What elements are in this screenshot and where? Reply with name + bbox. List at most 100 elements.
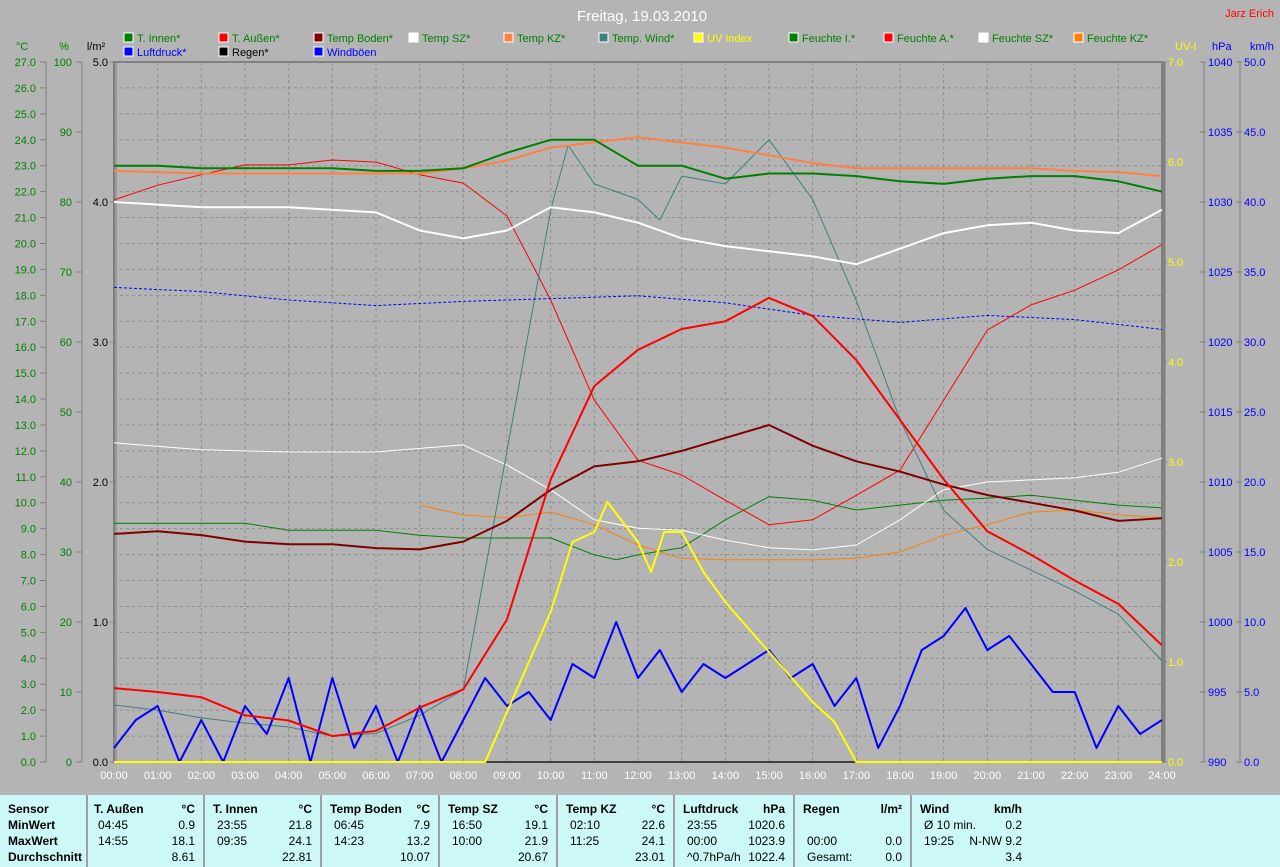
axis-tick-label-uv: 2.0 <box>1168 557 1183 569</box>
axis-tick-label-temp: 15.0 <box>15 368 36 380</box>
legend-label: Temp SZ* <box>422 33 471 45</box>
axis-tick-label-temp: 9.0 <box>21 524 36 536</box>
series-temp-boden <box>113 424 1163 551</box>
axis-tick-label-hum: 90 <box>60 127 72 139</box>
axis-tick-label-wind: 30.0 <box>1244 337 1265 349</box>
column-unit: °C <box>534 802 548 816</box>
axis-unit-uv: UV-I <box>1175 41 1196 53</box>
cell-value: 0.9 <box>178 818 195 832</box>
legend-label: Feuchte A.* <box>897 33 955 45</box>
axis-tick-label-temp: 14.0 <box>15 394 36 406</box>
table-column: Luftdruck hPa 23:55 1020.6 00:00 1023.9 ^0.7hP… <box>675 795 795 867</box>
row-label: MaxWert <box>8 834 58 848</box>
axis-tick-label-temp: 20.0 <box>15 238 36 250</box>
axis-tick-label-rain: 4.0 <box>93 197 108 209</box>
cell-time: 14:55 <box>98 834 129 848</box>
axis-tick-label-uv: 6.0 <box>1168 157 1183 169</box>
axis-tick-label-hum: 50 <box>60 407 72 419</box>
axis-tick-label-temp: 18.0 <box>15 290 36 302</box>
legend-swatch <box>598 32 609 43</box>
cell-time: ^0.7hPa/h <box>687 850 741 864</box>
axis-tick-label-press: 1010 <box>1208 477 1232 489</box>
column-header: Temp Boden <box>330 802 402 816</box>
legend-label: Temp. Wind* <box>612 33 675 45</box>
weather-chart: Freitag, 19.03.2010 Jarz Erich T. Innen*… <box>15 8 1274 782</box>
axis-tick-label-temp: 17.0 <box>15 316 36 328</box>
cell-time: 02:10 <box>570 818 601 832</box>
cell-time: 19:25 <box>924 834 955 848</box>
chart-title: Freitag, 19.03.2010 <box>577 8 707 25</box>
legend-swatch <box>313 32 324 43</box>
axis-tick-label-temp: 12.0 <box>15 446 36 458</box>
x-tick-label: 13:00 <box>668 770 696 782</box>
cell-time: 06:45 <box>334 818 365 832</box>
axis-tick-label-temp: 16.0 <box>15 342 36 354</box>
cell-value: 18.1 <box>171 834 195 848</box>
legend-swatch <box>218 46 229 57</box>
cell-time: 16:50 <box>452 818 483 832</box>
axis-unit-hum: % <box>59 41 69 53</box>
axis-tick-label-hum: 40 <box>60 477 72 489</box>
legend-swatch <box>883 32 894 43</box>
legend-label: Regen* <box>232 47 269 59</box>
cell-time: 09:35 <box>217 834 248 848</box>
axis-tick-label-press: 1035 <box>1208 127 1232 139</box>
legend-label: Feuchte KZ* <box>1087 33 1149 45</box>
axis-tick-label-wind: 10.0 <box>1244 617 1265 629</box>
cell-value: 20.67 <box>517 850 548 864</box>
axis-tick-label-press: 1030 <box>1208 197 1232 209</box>
series-feuchte-i <box>114 494 1163 561</box>
axis-tick-label-temp: 21.0 <box>15 213 36 225</box>
legend-label: Feuchte I.* <box>802 33 856 45</box>
axis-tick-label-temp: 23.0 <box>15 161 36 173</box>
cell-value: 0.2 <box>1005 818 1022 832</box>
x-tick-label: 24:00 <box>1148 770 1176 782</box>
axis-tick-label-temp: 4.0 <box>21 653 36 665</box>
legend-label: T. Innen* <box>137 33 181 45</box>
cell-time: 10:00 <box>452 834 483 848</box>
axis-tick-label-rain: 3.0 <box>93 337 108 349</box>
axis-tick-label-hum: 60 <box>60 337 72 349</box>
axis-tick-label-press: 1040 <box>1208 57 1232 69</box>
column-unit: °C <box>181 802 195 816</box>
legend-label: UV Index <box>707 33 753 45</box>
axes: 00:00 01:00 02:00 03:00 04:00 05:00 06:00 07:00… <box>15 41 1274 782</box>
axis-tick-label-wind: 25.0 <box>1244 407 1265 419</box>
axis-tick-label-temp: 10.0 <box>15 498 36 510</box>
axis-tick-label-temp: 27.0 <box>15 57 36 69</box>
x-tick-label: 14:00 <box>712 770 740 782</box>
x-tick-label: 00:00 <box>100 770 128 782</box>
x-tick-label: 03:00 <box>231 770 259 782</box>
legend-swatch <box>503 32 514 43</box>
cell-value: 0.0 <box>885 850 902 864</box>
column-unit: km/h <box>993 802 1022 816</box>
series-t-innen <box>114 138 1163 193</box>
x-tick-label: 08:00 <box>450 770 478 782</box>
axis-tick-label-temp: 26.0 <box>15 83 36 95</box>
cell-value: 21.9 <box>524 834 548 848</box>
series-feuchte-sz <box>113 442 1163 551</box>
column-unit: °C <box>651 802 665 816</box>
row-label-column: Sensor MinWert MaxWert Durchschnitt <box>0 795 88 867</box>
axis-tick-label-hum: 70 <box>60 267 72 279</box>
row-label: Sensor <box>8 802 49 816</box>
legend-label: Luftdruck* <box>137 47 187 59</box>
axis-tick-label-rain: 2.0 <box>93 477 108 489</box>
table-column: Temp Boden °C 06:45 7.9 14:23 13.2 10.07 <box>322 795 440 867</box>
x-tick-label: 20:00 <box>974 770 1002 782</box>
axis-tick-label-uv: 1.0 <box>1168 657 1183 669</box>
x-tick-label: 21:00 <box>1017 770 1045 782</box>
axis-tick-label-temp: 0.0 <box>21 757 36 769</box>
axis-tick-label-wind: 40.0 <box>1244 197 1265 209</box>
series-temp-sz <box>113 201 1163 266</box>
x-tick-label: 12:00 <box>624 770 652 782</box>
legend-swatch <box>408 32 419 43</box>
axis-tick-label-wind: 5.0 <box>1244 687 1259 699</box>
column-header: T. Innen <box>213 802 258 816</box>
x-tick-label: 06:00 <box>362 770 390 782</box>
series-windböen <box>113 607 1163 763</box>
cell-value: 23.01 <box>634 850 665 864</box>
axis-tick-label-wind: 35.0 <box>1244 267 1265 279</box>
column-header: Luftdruck <box>683 802 739 816</box>
legend-label: T. Außen* <box>232 33 280 45</box>
